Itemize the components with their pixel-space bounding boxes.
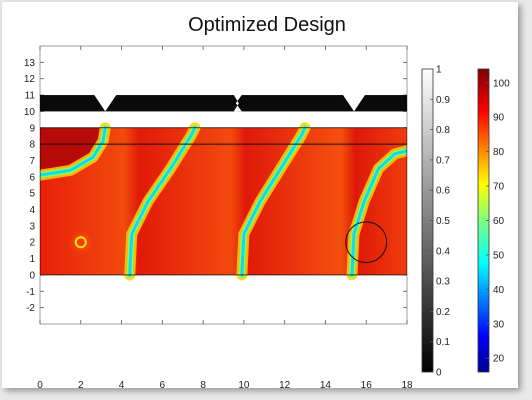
x-tick-label: 10	[238, 380, 250, 388]
y-tick-label: 9	[29, 123, 35, 134]
y-tick-label: 5	[29, 189, 35, 200]
cold-band-core	[128, 126, 197, 277]
y-tick-label: 3	[29, 221, 35, 232]
y-tick-label: 13	[24, 58, 36, 69]
x-tick-label: 12	[279, 380, 291, 388]
x-tick-label: 4	[119, 380, 125, 388]
design-bar	[40, 95, 407, 112]
figure-frame: Optimized Design -2 -1 0 1 2 3 4 5 6 7 8 9 10 11 12 13 …	[2, 2, 518, 388]
x-tick-label: 14	[320, 380, 332, 388]
jet-colorbar-label: 30	[493, 319, 505, 330]
design-layer	[40, 95, 407, 112]
gray-colorbar-label: 0.9	[436, 95, 450, 106]
gray-colorbar-label: 0.8	[436, 125, 450, 136]
y-tick-label: -1	[26, 287, 35, 298]
jet-colorbar-label: 80	[493, 147, 505, 158]
design-cutout	[233, 95, 242, 112]
temperature-field	[40, 122, 407, 281]
gray-colorbar-label: 0.2	[436, 307, 450, 318]
jet-colorbar-label: 40	[493, 285, 505, 296]
y-tick-label: 0	[29, 270, 35, 281]
x-ticks: 0 2 4 6 8 10 12 14 16 18	[37, 46, 413, 388]
y-tick-label: 1	[29, 254, 35, 265]
jet-colorbar-label: 100	[493, 78, 510, 89]
gray-colorbar-label: 0.5	[436, 216, 450, 227]
y-tick-label: 4	[29, 205, 35, 216]
x-tick-label: 2	[78, 380, 84, 388]
y-tick-label: 10	[24, 107, 36, 118]
gray-colorbar-label: 0.4	[436, 246, 450, 257]
gray-colorbar-label: 0.7	[436, 155, 450, 166]
jet-colorbar-label: 90	[493, 113, 505, 124]
x-tick-label: 16	[361, 380, 373, 388]
x-tick-label: 0	[37, 380, 43, 388]
x-tick-label: 6	[160, 380, 166, 388]
jet-colorbar-label: 60	[493, 216, 505, 227]
hot-corner	[40, 127, 106, 171]
y-tick-label: 6	[29, 172, 35, 183]
y-tick-label: -2	[26, 303, 35, 314]
cold-band-core	[240, 126, 307, 277]
y-tick-label: 8	[29, 140, 35, 151]
cold-band-core	[350, 149, 407, 277]
hot-spot	[74, 236, 87, 249]
y-tick-label: 12	[24, 74, 36, 85]
gray-colorbar-label: 1	[436, 65, 442, 76]
gray-colorbar-label: 0	[436, 368, 442, 379]
jet-colorbar: 20 30 40 50 60 70 80 90 100	[477, 68, 510, 373]
cold-band-core	[40, 126, 107, 177]
gray-colorbar-label: 0.3	[436, 277, 450, 288]
design-cutout	[94, 95, 117, 112]
gray-colorbar: 0 0.1 0.2 0.3 0.4 0.5 0.6 0.7 0.8 0.9 1	[421, 65, 450, 379]
jet-colorbar-label: 20	[493, 354, 505, 365]
figure-svg: Optimized Design -2-1012345678910111213 …	[24, 14, 510, 388]
gray-colorbar-label: 0.1	[436, 337, 450, 348]
chart-title: Optimized Design	[188, 14, 346, 36]
y-tick-label: 7	[29, 156, 35, 167]
field-border	[40, 127, 407, 276]
gray-colorbar-label: 0.6	[436, 186, 450, 197]
outline-circle	[345, 221, 388, 264]
jet-colorbar-label: 50	[493, 250, 505, 261]
x-tick-label: 18	[401, 380, 413, 388]
y-tick-label: 2	[29, 238, 35, 249]
x-tick-label: 8	[200, 380, 206, 388]
y-tick-label: 11	[25, 91, 36, 102]
design-cutout	[342, 95, 365, 112]
jet-colorbar-label: 70	[493, 182, 505, 193]
